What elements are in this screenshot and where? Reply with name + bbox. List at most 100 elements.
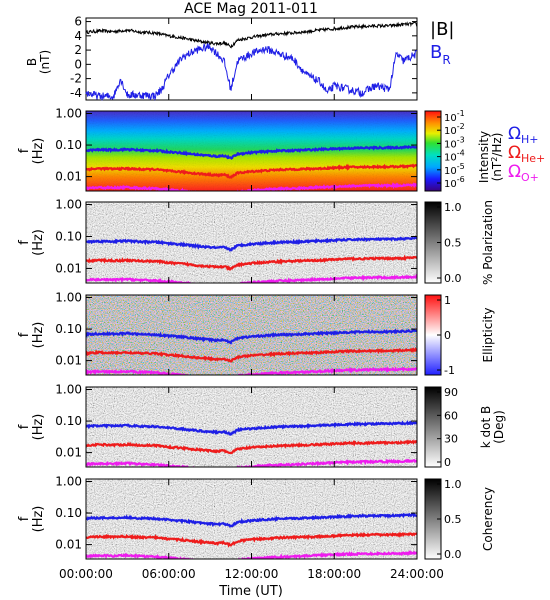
series-line-b-radial: [85, 43, 418, 101]
gyro-line-he: [86, 531, 417, 548]
freq-tick-label: 0.10: [55, 414, 82, 428]
colorbar-tick-label: 0.5: [444, 513, 462, 526]
freq-tick-label: 0.10: [55, 229, 82, 243]
freq-axis-label-unit: (Hz): [31, 138, 46, 165]
freq-tick-label: 0.10: [55, 322, 82, 336]
gyro-line-he: [86, 347, 417, 363]
freq-tick-label: 1.00: [55, 106, 82, 120]
gyro-label-o: ΩO+: [508, 162, 539, 184]
colorbar-tick-label: -1: [444, 364, 455, 377]
freq-axis-label-f: f: [17, 424, 32, 429]
freq-tick-label: 1.00: [55, 290, 82, 304]
legend-b-radial: BR: [430, 42, 451, 67]
freq-axis-label-unit: (Hz): [31, 229, 46, 256]
colorbar-tick-label: 30: [444, 433, 458, 446]
x-tick-label: 24:00:00: [390, 567, 444, 581]
colorbar-tick-label: 0.5: [444, 237, 462, 250]
colorbar-tick-label: 10-1: [444, 109, 465, 124]
freq-tick-label: 1.00: [55, 474, 82, 488]
colorbar-label: k dot B: [479, 406, 493, 448]
colorbar-label: Intensity: [477, 131, 491, 183]
spectrogram-polarization: [86, 202, 417, 283]
colorbar-tick-label: 10-3: [444, 135, 465, 150]
freq-tick-label: 1.00: [55, 198, 82, 212]
legend-b-total: |B|: [430, 19, 454, 40]
x-tick-label: 00:00:00: [59, 567, 113, 581]
colorbar-tick-label: 1.0: [444, 478, 462, 491]
freq-tick-label: 0.01: [55, 170, 82, 184]
colorbar-tick-label: 10-4: [444, 149, 465, 164]
panel1-ytick-label: 4: [74, 29, 82, 43]
panel1-ytick-label: 2: [74, 43, 82, 57]
freq-tick-label: 0.10: [55, 138, 82, 152]
gyro-line-h: [86, 144, 417, 160]
gyro-line-o: [86, 182, 417, 191]
gyro-line-h: [86, 420, 417, 436]
colorbar-tick-label: 1.0: [444, 201, 462, 214]
spectrogram-intensity: [86, 111, 417, 191]
freq-axis-label-f: f: [17, 240, 32, 245]
panel-coherency: 1.00 0.10 0.01 f (Hz) 1.0 0.5 0.0 Coherency: [17, 474, 495, 561]
colorbar-tick-label: 1: [444, 294, 451, 307]
freq-axis-label-unit: (Hz): [31, 322, 46, 349]
panel-intensity: 1.00 0.10 0.01 f (Hz) 10-110-210-310-410-510-…: [17, 106, 504, 192]
gyro-legend: ΩH+ ΩHe+ ΩO+: [508, 124, 545, 184]
freq-axis-label-f: f: [17, 332, 32, 337]
panel1-ytick-label: 0: [74, 57, 82, 71]
colorbar-tick-label: 60: [444, 409, 458, 422]
gyro-label-he: ΩHe+: [508, 143, 545, 165]
colorbar-tick-label: 0.0: [444, 272, 462, 285]
freq-tick-label: 0.01: [55, 446, 82, 460]
colorbar-tick-label: 10-6: [444, 175, 465, 190]
freq-axis-label-f: f: [17, 516, 32, 521]
freq-axis-label-unit: (Hz): [31, 414, 46, 441]
x-axis-label: Time (UT): [218, 584, 283, 599]
colorbar-label: (Deg): [492, 410, 506, 444]
series-line-b-total: [85, 21, 418, 49]
gyro-line-h: [86, 328, 417, 345]
x-tick-label: 06:00:00: [142, 567, 196, 581]
colorbar-label: (nT2/Hz): [490, 133, 504, 182]
colorbar-tick-label: 10-5: [444, 162, 465, 177]
colorbar-kdotb: [424, 386, 442, 468]
spectrogram-coherency: [86, 479, 417, 559]
freq-tick-label: 0.10: [55, 506, 82, 520]
colorbar-tick-label: 0: [444, 456, 451, 469]
colorbar-label: Coherency: [481, 487, 495, 551]
spectrogram-kdotb: [86, 387, 417, 467]
chart-title: ACE Mag 2011-011: [184, 1, 318, 17]
colorbar-tick-label: 0: [444, 329, 451, 342]
colorbar-intensity: [424, 110, 442, 192]
gyro-line-he: [86, 439, 417, 455]
freq-axis-label-unit: (Hz): [31, 506, 46, 533]
panel1-series: [85, 21, 418, 101]
freq-tick-label: 0.01: [55, 354, 82, 368]
panel-polarization: 1.00 0.10 0.01 f (Hz) 1.0 0.5 0.0 % Polarization: [17, 198, 495, 285]
freq-tick-label: 0.01: [55, 538, 82, 552]
freq-tick-label: 1.00: [55, 382, 82, 396]
gyro-line-h: [86, 236, 417, 253]
panel-ellipticity: 1.00 0.10 0.01 f (Hz) 1 0 -1 Ellipticity: [17, 290, 495, 377]
colorbar-label: Ellipticity: [481, 308, 495, 363]
colorbar-tick-label: 90: [444, 386, 458, 399]
x-tick-label: 18:00:00: [307, 567, 361, 581]
colorbar-label: % Polarization: [481, 200, 495, 285]
x-axis-ticks: 00:00:00 06:00:00 12:00:00 18:00:00 24:00:00: [59, 18, 444, 581]
gyro-line-he: [86, 163, 417, 179]
panel1-ylabel-b: B: [25, 58, 39, 66]
panel1-ytick-label: -2: [70, 72, 82, 86]
x-tick-label: 12:00:00: [225, 567, 279, 581]
freq-tick-label: 0.01: [55, 261, 82, 275]
gyro-line-h: [86, 512, 417, 528]
panel-kdotb: 1.00 0.10 0.01 f (Hz) 90 60 30 0 k dot B (Deg): [17, 382, 506, 469]
spectrogram-ellipticity: [86, 295, 417, 375]
panel1-ytick-label: 6: [74, 15, 82, 29]
gyro-label-h: ΩH+: [508, 124, 539, 146]
colorbar-tick-label: 10-2: [444, 122, 465, 137]
colorbar-tick-label: 0.0: [444, 548, 462, 561]
freq-axis-label-f: f: [17, 148, 32, 153]
panel1-ylabel-unit: (nT): [38, 50, 52, 74]
panel1-ytick-label: -4: [70, 86, 82, 100]
